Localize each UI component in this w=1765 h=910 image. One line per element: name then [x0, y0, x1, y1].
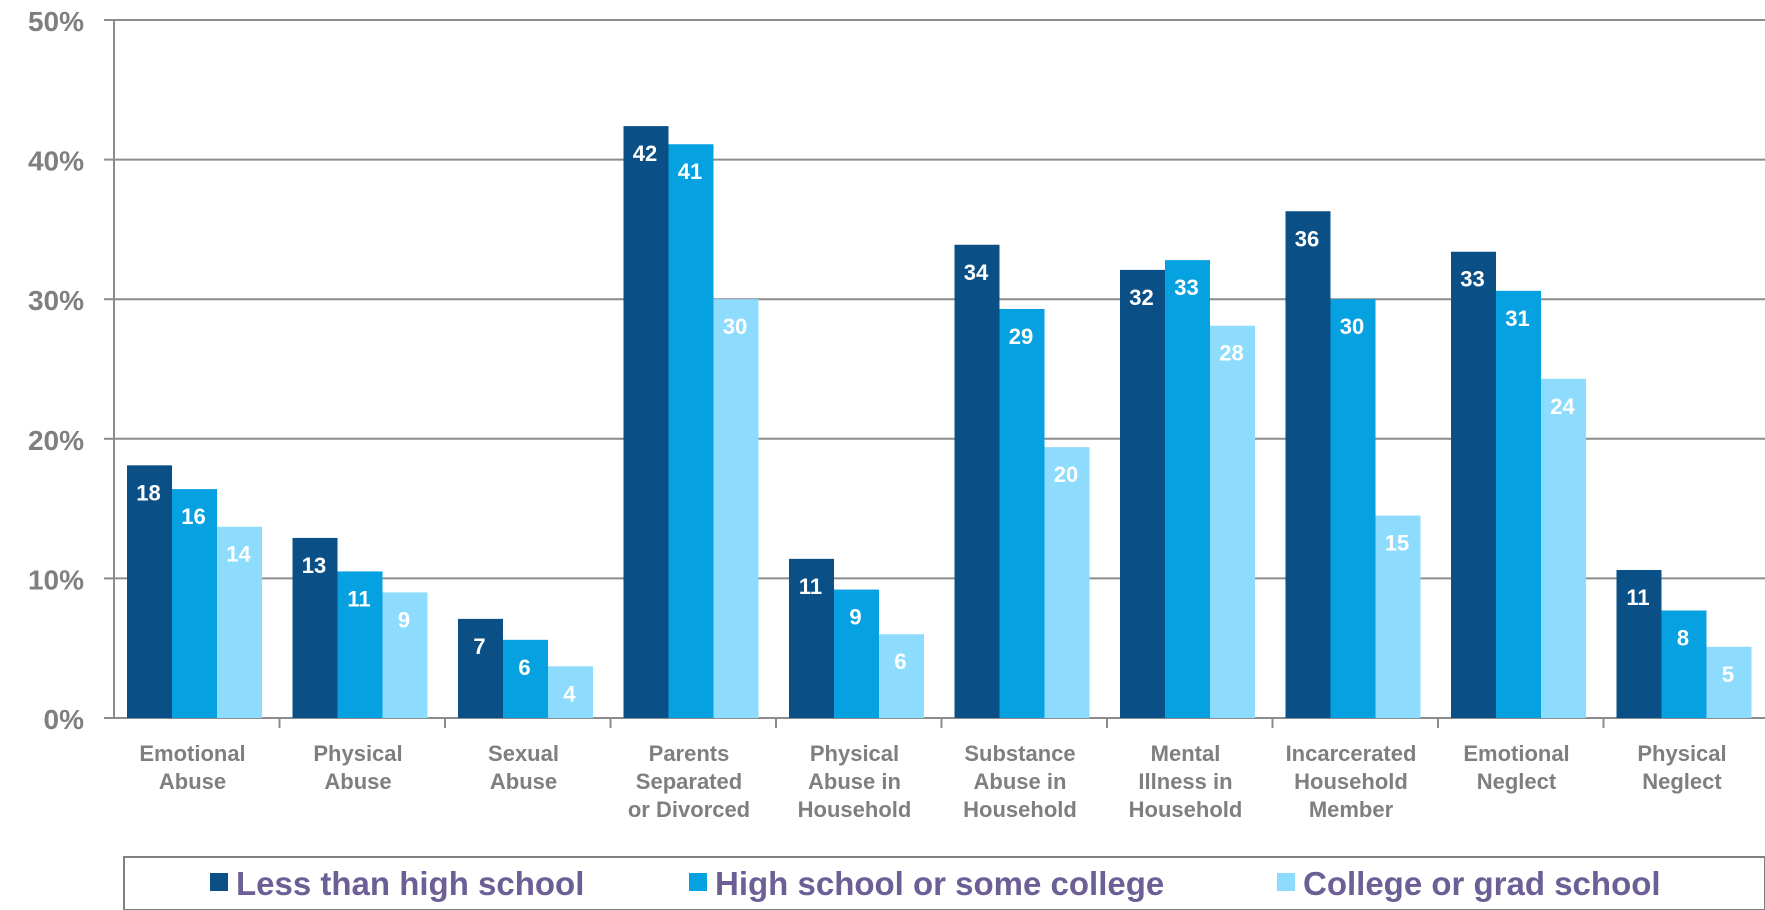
x-tick-label: Emotional Abuse — [139, 741, 245, 794]
data-label: 6 — [518, 655, 530, 680]
legend-label: Less than high school — [236, 865, 584, 902]
data-label: 18 — [136, 480, 160, 505]
data-label: 31 — [1505, 306, 1529, 331]
bar — [954, 244, 1000, 719]
y-tick-label: 40% — [28, 146, 84, 177]
bar — [623, 126, 669, 718]
y-tick-label: 0% — [44, 704, 85, 735]
bar — [1120, 269, 1165, 718]
bar — [548, 666, 593, 718]
data-label: 8 — [1677, 626, 1689, 651]
data-labels: 18 16 14 13 11 9 7 6 4 42 41 30 11 9 6 34 29 20 32 33 28 36 30… — [136, 141, 1734, 706]
bar — [217, 526, 262, 718]
bar — [337, 571, 383, 718]
y-tick-labels: 0% 10% 20% 30% 40% 50% — [28, 6, 84, 735]
data-label: 29 — [1009, 324, 1033, 349]
y-tick-label: 30% — [28, 285, 84, 316]
data-label: 30 — [723, 314, 747, 339]
data-label: 24 — [1550, 394, 1575, 419]
data-label: 16 — [181, 504, 205, 529]
bars — [127, 126, 1752, 719]
bar — [1451, 251, 1496, 718]
bar — [834, 589, 879, 718]
x-tick-label: Substance Abuse in Household — [963, 741, 1077, 822]
legend-box — [123, 856, 1765, 910]
x-tick-label: Mental Illness in Household — [1129, 741, 1243, 822]
x-tick-label: Physical Neglect — [1637, 741, 1726, 794]
bar — [1285, 211, 1331, 718]
y-tick-label: 20% — [28, 425, 84, 456]
bar — [999, 308, 1045, 718]
bar — [1210, 325, 1255, 718]
data-label: 13 — [302, 553, 326, 578]
bar — [382, 592, 428, 718]
data-label: 20 — [1054, 462, 1078, 487]
bar — [713, 299, 759, 718]
data-label: 6 — [894, 649, 906, 674]
data-label: 15 — [1385, 531, 1409, 556]
x-tick-label: Sexual Abuse — [488, 741, 559, 794]
data-label: 7 — [473, 634, 485, 659]
x-tick-label: Physical Abuse — [313, 741, 402, 794]
data-label: 30 — [1340, 314, 1364, 339]
x-tick-labels: Emotional Abuse Physical Abuse Sexual Abuse Pa… — [139, 741, 1726, 822]
data-label: 42 — [633, 141, 657, 166]
legend-swatch — [689, 873, 707, 891]
x-tick-label: Physical Abuse in Household — [798, 741, 912, 822]
bar — [1706, 646, 1752, 718]
legend-swatch — [1277, 873, 1295, 891]
bar — [789, 558, 834, 718]
data-label: 4 — [563, 681, 576, 706]
bar — [1165, 260, 1210, 718]
bar — [668, 144, 714, 718]
x-tick-label: Parents Separated or Divorced — [628, 741, 750, 822]
legend-swatch — [210, 873, 228, 891]
legend: Less than high school High school or some… — [123, 856, 1765, 910]
data-label: 5 — [1722, 662, 1734, 687]
x-tick-label: Emotional Neglect — [1463, 741, 1569, 794]
bar — [1496, 290, 1541, 718]
data-label: 36 — [1295, 226, 1319, 251]
data-label: 32 — [1129, 285, 1153, 310]
bar — [1661, 610, 1707, 718]
data-label: 11 — [799, 574, 822, 599]
data-label: 14 — [226, 542, 251, 567]
data-label: 9 — [849, 605, 861, 630]
bar — [1616, 570, 1662, 718]
data-label: 34 — [964, 260, 989, 285]
data-label: 9 — [398, 607, 410, 632]
legend-label: High school or some college — [715, 865, 1164, 902]
y-tick-label: 10% — [28, 564, 84, 595]
bar — [1541, 378, 1586, 718]
bar — [1375, 515, 1421, 718]
x-tick-label: Incarcerated Household Member — [1286, 741, 1417, 822]
bar — [292, 537, 338, 718]
bar — [127, 465, 172, 718]
data-label: 11 — [347, 586, 370, 611]
data-label: 11 — [1626, 585, 1649, 610]
bar — [172, 489, 217, 718]
bar — [1330, 299, 1376, 718]
data-label: 33 — [1174, 275, 1198, 300]
bar — [503, 639, 548, 718]
data-label: 28 — [1219, 341, 1243, 366]
y-tick-label: 50% — [28, 6, 84, 37]
legend-label: College or grad school — [1303, 865, 1661, 902]
bar — [1044, 447, 1090, 718]
bar — [879, 634, 924, 718]
bar — [458, 618, 503, 718]
data-label: 33 — [1460, 267, 1484, 292]
data-label: 41 — [678, 159, 702, 184]
